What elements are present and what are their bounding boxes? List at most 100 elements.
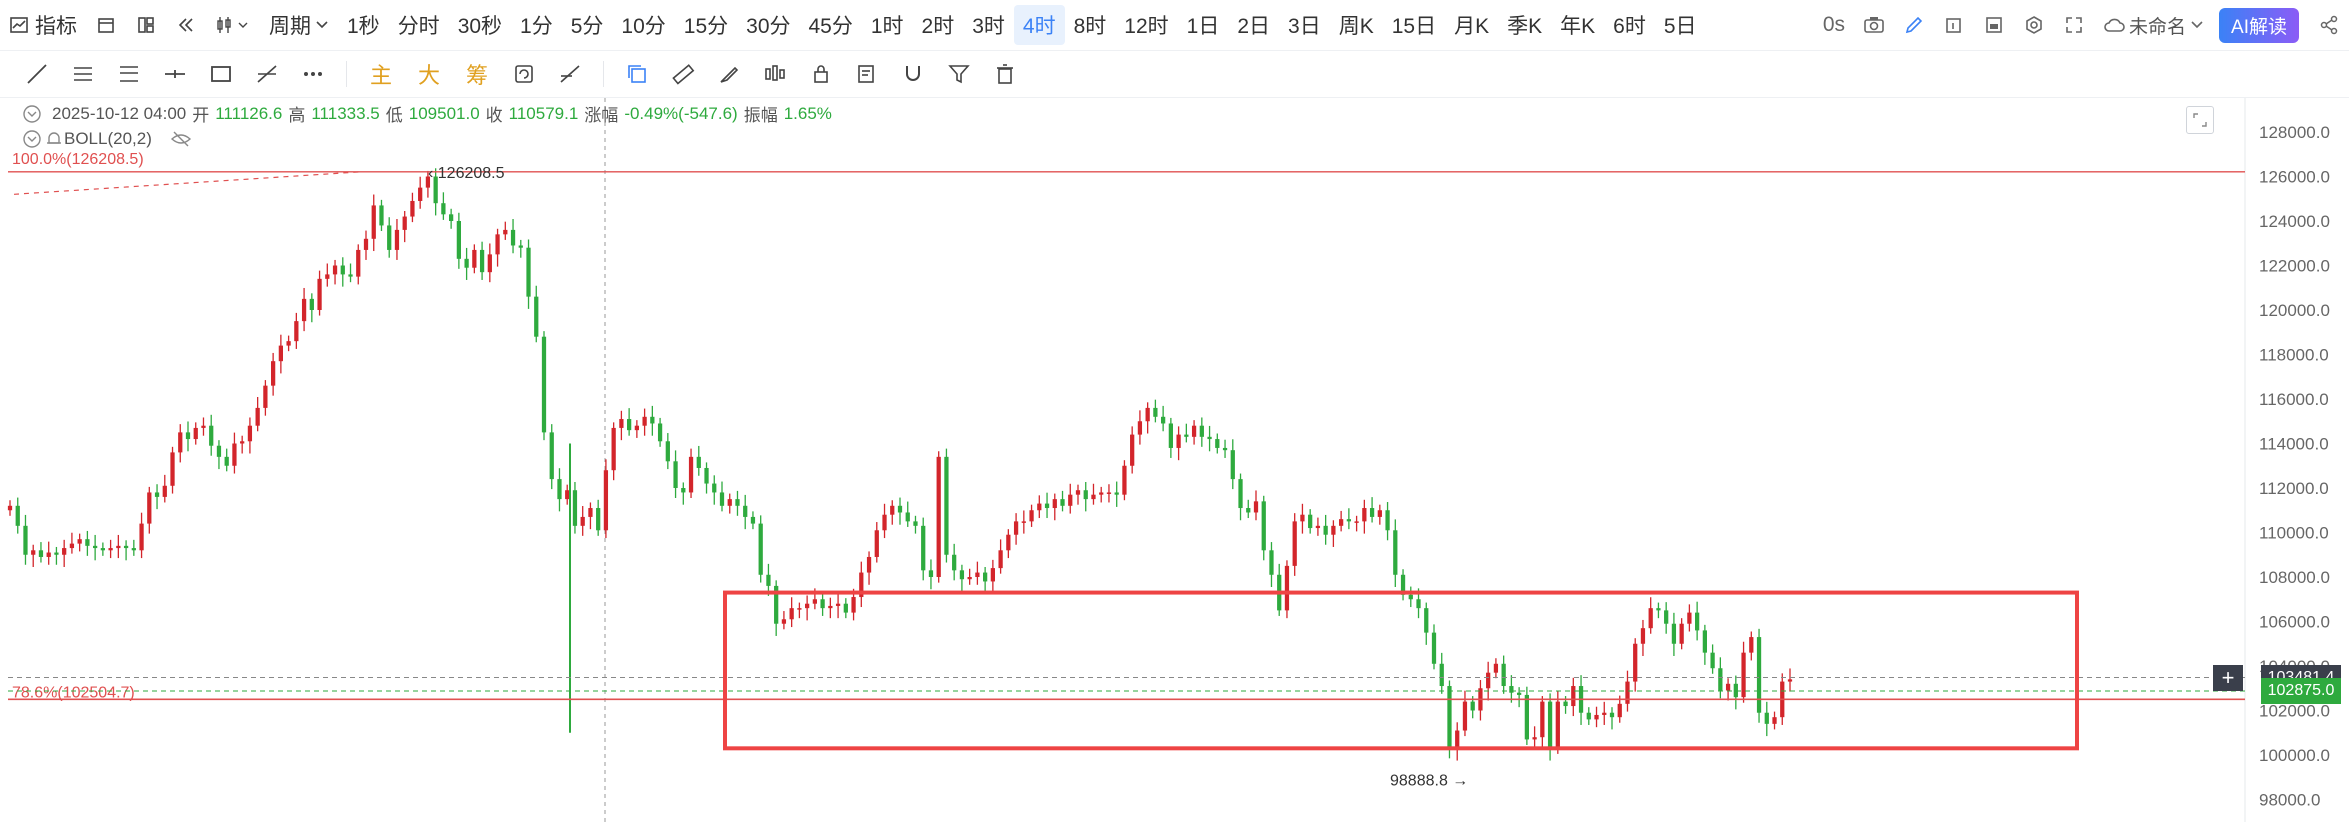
candle-body: [580, 516, 585, 526]
candle-body: [1130, 434, 1135, 466]
candle-body: [913, 521, 918, 526]
period-4[interactable]: 5分: [570, 15, 604, 38]
candle-body: [1068, 494, 1073, 506]
candle-body: [1772, 717, 1777, 724]
camera-icon[interactable]: [1861, 12, 1887, 38]
candle-body: [363, 238, 369, 250]
fib-tool-icon[interactable]: [252, 59, 282, 89]
candle-body: [1416, 599, 1421, 609]
refresh-icon[interactable]: [509, 59, 539, 89]
magnet-icon[interactable]: [898, 59, 928, 89]
ruler-icon[interactable]: [668, 59, 698, 89]
candle-body: [1633, 643, 1638, 682]
period-22[interactable]: 年K: [1560, 15, 1596, 38]
copy-icon[interactable]: [622, 59, 652, 89]
period-16[interactable]: 2日: [1237, 15, 1271, 38]
candle-body: [774, 585, 779, 624]
candle-body: [719, 492, 725, 506]
eye-hidden-icon[interactable]: [170, 130, 192, 148]
period-11[interactable]: 3时: [972, 15, 1005, 38]
trash-icon[interactable]: [990, 59, 1020, 89]
filter-icon[interactable]: [944, 59, 974, 89]
period-menu[interactable]: 周期: [260, 5, 338, 45]
trend-line-icon[interactable]: [22, 59, 52, 89]
ai-interpret-button[interactable]: AI解读: [2219, 7, 2299, 43]
indicator-row: BOLL(20,2): [22, 129, 192, 149]
period-17[interactable]: 3日: [1288, 15, 1321, 38]
expand-chart-button[interactable]: [2186, 106, 2214, 134]
pencil-icon[interactable]: [1901, 12, 1927, 38]
settings-icon[interactable]: [2021, 12, 2047, 38]
collapse-circle-icon[interactable]: [22, 104, 42, 124]
period-7[interactable]: 30分: [746, 15, 791, 38]
period-18[interactable]: 周K: [1338, 15, 1374, 38]
layout-icon[interactable]: [133, 12, 159, 38]
candle-body: [1331, 525, 1336, 535]
channel-icon[interactable]: [114, 59, 144, 89]
big-order-button[interactable]: 大: [418, 63, 441, 88]
candle-body: [123, 545, 129, 549]
parallel-lines-icon[interactable]: [68, 59, 98, 89]
period-21[interactable]: 季K: [1507, 15, 1543, 38]
candle-body: [1609, 712, 1615, 718]
candle-body: [1377, 510, 1382, 517]
period-12[interactable]: 4时: [1013, 5, 1065, 45]
fullscreen-icon[interactable]: [2061, 12, 2087, 38]
main-indicator-button[interactable]: 主: [370, 63, 393, 88]
change-label: 涨幅: [584, 106, 619, 125]
candle-body: [1594, 714, 1599, 720]
bell-icon[interactable]: [46, 130, 62, 148]
period-14[interactable]: 12时: [1124, 15, 1169, 38]
period-15[interactable]: 1日: [1186, 15, 1220, 38]
calendar-icon[interactable]: [93, 12, 119, 38]
fib-label-786: 78.6%(102504.7): [12, 684, 135, 701]
rectangle-icon[interactable]: [206, 59, 236, 89]
add-window-icon[interactable]: [1941, 12, 1967, 38]
candle-body: [1408, 594, 1413, 600]
chip-distribution-button[interactable]: 筹: [466, 63, 489, 88]
period-6[interactable]: 15分: [683, 15, 729, 38]
collapse-circle-icon[interactable]: [22, 129, 42, 149]
period-20[interactable]: 月K: [1454, 15, 1490, 38]
period-5[interactable]: 10分: [621, 15, 666, 38]
period-3[interactable]: 1分: [520, 15, 553, 38]
more-tools-icon[interactable]: [298, 59, 328, 89]
candles-icon[interactable]: [760, 59, 790, 89]
period-13[interactable]: 8时: [1073, 15, 1107, 38]
period-10[interactable]: 2时: [921, 15, 955, 38]
period-0[interactable]: 1秒: [347, 15, 380, 38]
low-label: 低: [385, 106, 403, 125]
edit-note-icon[interactable]: [852, 59, 882, 89]
candle-body: [1640, 628, 1646, 644]
candle-body: [1764, 712, 1769, 724]
add-order-plus-icon[interactable]: +: [2213, 664, 2243, 691]
candlestick-chart[interactable]: 128000.0 126000.0 124000.0 122000.0 120000.0…: [0, 98, 2349, 822]
candle-body: [534, 296, 539, 337]
rewind-icon[interactable]: [173, 12, 199, 38]
candle-body: [69, 543, 75, 549]
candle-body: [394, 229, 400, 250]
candle-type-icon[interactable]: [213, 12, 253, 38]
template-icon[interactable]: [1981, 12, 2007, 38]
candle-body: [1269, 550, 1274, 575]
brush-icon[interactable]: [714, 59, 744, 89]
indicator-menu[interactable]: 指标: [0, 5, 86, 45]
candle-body: [541, 336, 547, 433]
period-24[interactable]: 5日: [1663, 15, 1697, 38]
period-1[interactable]: 分时: [397, 15, 440, 38]
candle-body: [572, 490, 578, 526]
period-19[interactable]: 15日: [1391, 15, 1437, 38]
candle-body: [1517, 692, 1522, 695]
lock-icon[interactable]: [806, 59, 836, 89]
candle-body: [232, 443, 237, 466]
candle-body: [1648, 608, 1653, 629]
period-23[interactable]: 6时: [1613, 15, 1646, 38]
horizontal-line-icon[interactable]: [160, 59, 190, 89]
draw-mode-icon[interactable]: [555, 59, 585, 89]
share-icon[interactable]: [2316, 12, 2342, 38]
period-2[interactable]: 30秒: [457, 15, 503, 38]
candle-body: [503, 229, 508, 235]
period-9[interactable]: 1时: [870, 15, 904, 38]
period-8[interactable]: 45分: [808, 15, 853, 38]
layout-name-menu[interactable]: 未命名: [2094, 5, 2213, 45]
